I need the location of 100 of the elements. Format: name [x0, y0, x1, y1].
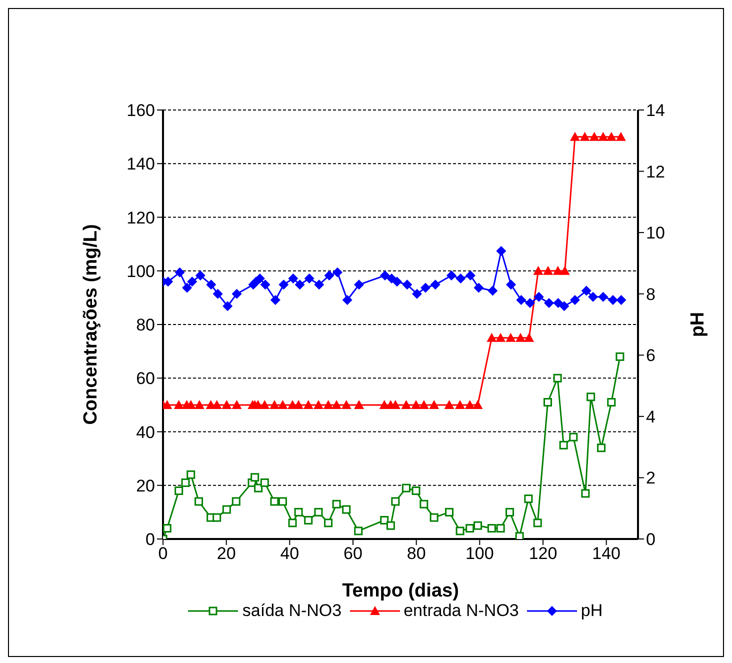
x-axis-title: Tempo (dias) — [342, 580, 459, 602]
y2-tick-label: 4 — [646, 407, 656, 426]
point — [474, 521, 482, 530]
y2-tick-label: 14 — [646, 101, 665, 120]
point — [195, 270, 206, 280]
point — [186, 470, 196, 479]
point — [194, 497, 204, 506]
y-tick-label: 40 — [136, 422, 155, 442]
y-tick-label: 120 — [126, 208, 155, 228]
point — [174, 267, 185, 278]
point — [250, 473, 260, 482]
point — [314, 508, 323, 516]
point — [553, 374, 562, 382]
point — [598, 292, 608, 302]
y2-tick-label: 12 — [646, 162, 665, 182]
point — [516, 332, 526, 342]
point — [354, 280, 364, 290]
x-tick-label: 140 — [592, 544, 621, 564]
point — [254, 484, 263, 492]
point — [411, 400, 422, 409]
point — [525, 298, 536, 308]
point — [589, 132, 600, 141]
point — [288, 518, 297, 528]
point — [174, 486, 184, 495]
point — [581, 489, 590, 498]
point — [288, 274, 298, 284]
point — [466, 524, 474, 533]
point — [260, 280, 270, 290]
point — [380, 270, 390, 280]
point — [313, 400, 324, 409]
point — [260, 478, 269, 487]
point — [278, 497, 287, 506]
x-tick-label: 40 — [280, 544, 300, 564]
point — [420, 282, 431, 293]
legend-label: pH — [580, 601, 603, 621]
point — [506, 508, 514, 516]
x-tick-label: 0 — [158, 544, 168, 564]
point — [294, 508, 303, 516]
point — [544, 298, 554, 308]
point — [412, 288, 422, 299]
point — [380, 516, 389, 524]
point — [269, 400, 280, 409]
point — [182, 282, 192, 293]
legend-label: saída N-NO3 — [242, 601, 342, 621]
point — [332, 400, 342, 409]
point — [455, 400, 466, 409]
point — [304, 516, 313, 524]
point — [586, 392, 596, 402]
x-tick-label: 20 — [216, 544, 236, 564]
y2-tick-label: 2 — [646, 468, 656, 488]
y2-tick-label: 0 — [646, 530, 656, 550]
point — [506, 332, 516, 342]
y-tick-label: 100 — [126, 262, 155, 281]
point — [391, 497, 400, 506]
point — [341, 400, 352, 409]
point — [472, 400, 483, 409]
x-tick-label: 120 — [528, 544, 558, 564]
point — [324, 270, 334, 280]
point — [354, 400, 364, 409]
y-tick-label: 0 — [146, 530, 155, 550]
point — [560, 266, 570, 275]
point — [418, 400, 429, 409]
point — [430, 513, 438, 522]
point — [616, 132, 626, 141]
point — [429, 400, 440, 409]
point — [402, 484, 410, 492]
y2-axis-title: pH — [688, 312, 708, 338]
point — [412, 486, 420, 495]
point — [303, 400, 314, 409]
point — [402, 280, 412, 290]
legend-label: entrada N-NO3 — [404, 601, 519, 621]
y2-tick-label: 10 — [646, 224, 665, 243]
point — [294, 280, 305, 290]
point — [496, 332, 506, 342]
point — [487, 524, 496, 533]
point — [606, 132, 616, 141]
point — [616, 294, 626, 305]
point — [496, 246, 506, 256]
point — [278, 400, 288, 409]
y2-tick-label: 8 — [646, 284, 656, 304]
point — [559, 301, 570, 312]
point — [533, 266, 544, 275]
point — [332, 500, 341, 508]
point — [206, 280, 216, 290]
point — [194, 400, 204, 409]
point — [342, 505, 351, 514]
point — [488, 286, 498, 296]
x-tick-label: 80 — [406, 544, 426, 564]
point — [446, 270, 456, 280]
point — [569, 432, 578, 442]
point — [222, 400, 232, 409]
point — [581, 286, 592, 296]
point — [222, 505, 231, 514]
point — [516, 294, 526, 305]
point — [324, 518, 333, 528]
point — [533, 518, 542, 528]
point — [616, 352, 624, 361]
point — [163, 524, 172, 533]
point — [496, 524, 505, 533]
point — [445, 508, 454, 516]
